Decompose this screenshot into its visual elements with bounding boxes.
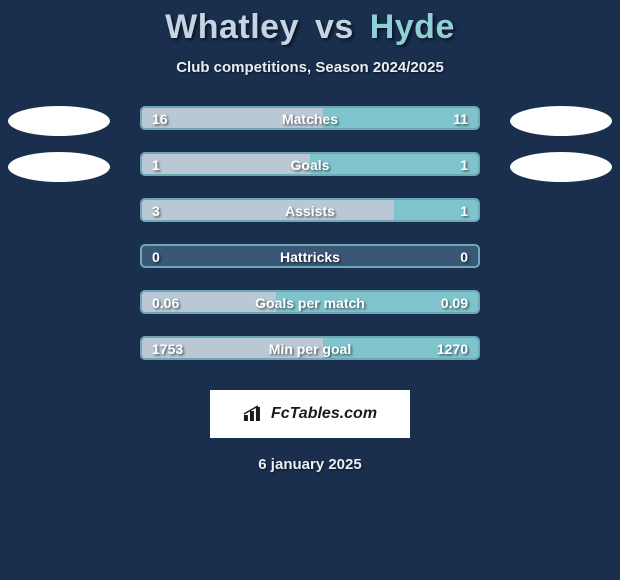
stat-row: 0.060.09Goals per match <box>0 290 620 336</box>
source-badge[interactable]: FcTables.com <box>210 390 410 438</box>
stat-label: Min per goal <box>142 338 478 360</box>
vs-text: vs <box>315 8 354 46</box>
stat-row: 1611Matches <box>0 106 620 152</box>
stat-row: 00Hattricks <box>0 244 620 290</box>
stat-label: Matches <box>142 108 478 130</box>
badge-text: FcTables.com <box>271 405 377 423</box>
player1-avatar <box>8 152 110 182</box>
player1-name: Whatley <box>165 8 299 46</box>
page-title: Whatley vs Hyde <box>0 8 620 47</box>
date-text: 6 january 2025 <box>0 456 620 473</box>
stat-row: 17531270Min per goal <box>0 336 620 382</box>
subtitle: Club competitions, Season 2024/2025 <box>0 59 620 76</box>
stat-bar: 1611Matches <box>140 106 480 130</box>
player2-name: Hyde <box>370 8 455 46</box>
stat-bar: 0.060.09Goals per match <box>140 290 480 314</box>
stats-list: 1611Matches 11Goals 31Assists 00Hattricks 0.… <box>0 106 620 382</box>
stat-bar: 11Goals <box>140 152 480 176</box>
stat-label: Assists <box>142 200 478 222</box>
stat-label: Hattricks <box>142 246 478 268</box>
stat-label: Goals <box>142 154 478 176</box>
stat-row: 11Goals <box>0 152 620 198</box>
badge-inner: FcTables.com <box>243 405 377 423</box>
player2-avatar <box>510 152 612 182</box>
barchart-icon <box>243 405 265 423</box>
stat-label: Goals per match <box>142 292 478 314</box>
infographic-root: Whatley vs Hyde Club competitions, Seaso… <box>0 0 620 473</box>
stat-row: 31Assists <box>0 198 620 244</box>
player1-avatar <box>8 106 110 136</box>
stat-bar: 00Hattricks <box>140 244 480 268</box>
player2-avatar <box>510 106 612 136</box>
stat-bar: 17531270Min per goal <box>140 336 480 360</box>
stat-bar: 31Assists <box>140 198 480 222</box>
